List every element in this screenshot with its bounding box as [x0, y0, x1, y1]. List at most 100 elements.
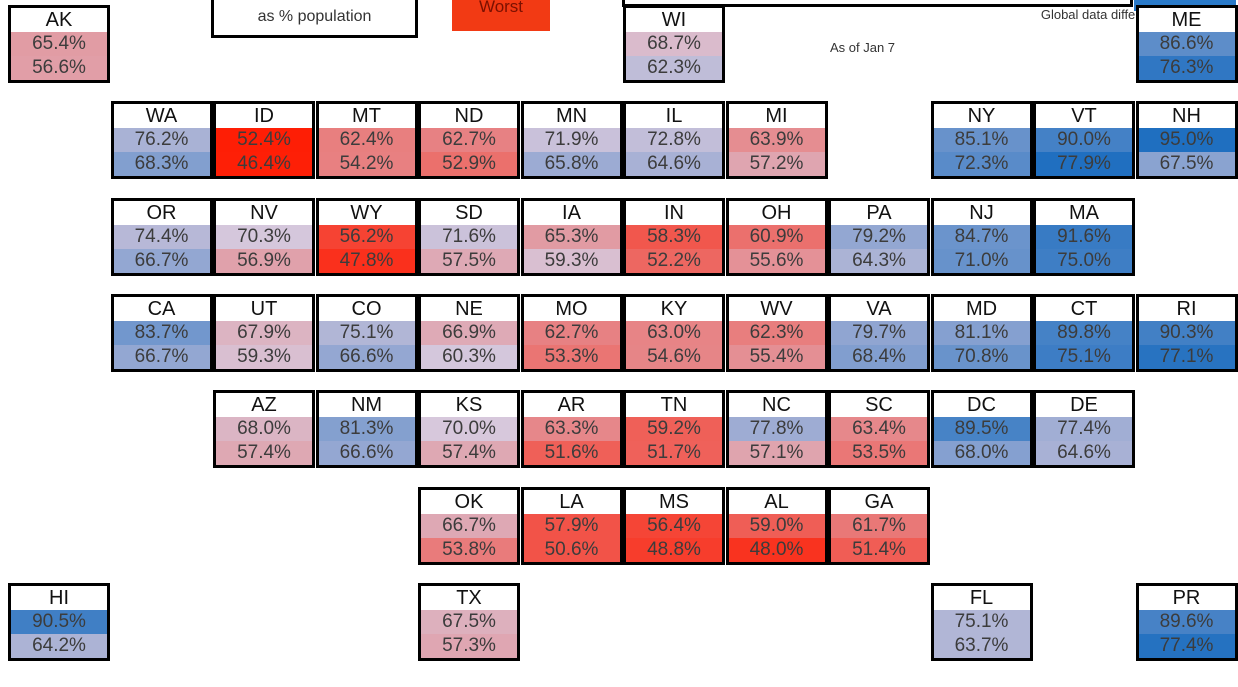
- value-1-cell: 79.2%: [828, 224, 930, 249]
- value-1-cell: 68.0%: [213, 417, 315, 442]
- legend-worst-swatch: Worst: [452, 0, 550, 31]
- state-label: MA: [1033, 197, 1135, 225]
- state-tile-md: MD 81.1% 70.8%: [930, 293, 1033, 372]
- value-2-cell: 59.3%: [520, 248, 623, 276]
- state-tile-ny: NY 85.1% 72.3%: [930, 101, 1033, 180]
- value-1-cell: 81.3%: [315, 417, 418, 442]
- value-2-cell: 57.4%: [418, 441, 520, 469]
- state-tile-ia: IA 65.3% 59.3%: [520, 197, 623, 276]
- subtitle: as % population: [257, 8, 372, 25]
- value-1-cell: 70.3%: [213, 224, 315, 249]
- value-2-cell: 51.4%: [828, 537, 930, 565]
- state-label: FL: [930, 582, 1033, 610]
- state-label: SC: [828, 390, 930, 418]
- state-label: OH: [725, 197, 828, 225]
- value-2-cell: 77.9%: [1033, 152, 1135, 180]
- state-label: NE: [418, 293, 520, 321]
- value-1-cell: 63.3%: [520, 417, 623, 442]
- value-2-cell: 46.4%: [213, 152, 315, 180]
- value-2-cell: 66.7%: [110, 344, 213, 372]
- value-2-cell: 50.6%: [520, 537, 623, 565]
- state-tile-nd: ND 62.7% 52.9%: [418, 101, 520, 180]
- state-tile-mi: MI 63.9% 57.2%: [725, 101, 828, 180]
- state-label: OK: [418, 486, 520, 514]
- state-tile-wa: WA 76.2% 68.3%: [110, 101, 213, 180]
- state-tile-tx: TX 67.5% 57.3%: [418, 582, 520, 661]
- state-tile-nj: NJ 84.7% 71.0%: [930, 197, 1033, 276]
- value-2-cell: 57.1%: [725, 441, 828, 469]
- state-label: WI: [623, 5, 725, 32]
- value-2-cell: 57.2%: [725, 152, 828, 180]
- value-2-cell: 48.0%: [725, 537, 828, 565]
- value-1-cell: 66.9%: [418, 320, 520, 345]
- state-tile-or: OR 74.4% 66.7%: [110, 197, 213, 276]
- state-label: GA: [828, 486, 930, 514]
- state-label: TN: [623, 390, 725, 418]
- state-label: AK: [8, 5, 110, 32]
- state-tile-ms: MS 56.4% 48.8%: [623, 486, 725, 565]
- value-1-cell: 56.2%: [315, 224, 418, 249]
- value-2-cell: 70.8%: [930, 344, 1033, 372]
- state-tile-de: DE 77.4% 64.6%: [1033, 390, 1135, 469]
- state-label: AZ: [213, 390, 315, 418]
- state-label: CT: [1033, 293, 1135, 321]
- value-2-cell: 66.7%: [110, 248, 213, 276]
- state-tile-sc: SC 63.4% 53.5%: [828, 390, 930, 469]
- value-2-cell: 57.5%: [418, 248, 520, 276]
- value-2-cell: 57.3%: [418, 633, 520, 661]
- value-2-cell: 54.2%: [315, 152, 418, 180]
- state-label: IL: [623, 101, 725, 129]
- value-1-cell: 66.7%: [418, 513, 520, 538]
- value-1-cell: 58.3%: [623, 224, 725, 249]
- value-2-cell: 76.3%: [1135, 56, 1238, 83]
- state-tile-ma: MA 91.6% 75.0%: [1033, 197, 1135, 276]
- state-tile-co: CO 75.1% 66.6%: [315, 293, 418, 372]
- value-1-cell: 74.4%: [110, 224, 213, 249]
- state-tile-hi: HI 90.5% 64.2%: [8, 582, 110, 661]
- value-2-cell: 56.9%: [213, 248, 315, 276]
- value-2-cell: 75.1%: [1033, 344, 1135, 372]
- state-tile-ak: AK 65.4% 56.6%: [8, 5, 110, 83]
- state-label: MI: [725, 101, 828, 129]
- state-label: IA: [520, 197, 623, 225]
- state-label: VA: [828, 293, 930, 321]
- value-2-cell: 62.3%: [623, 56, 725, 83]
- value-1-cell: 60.9%: [725, 224, 828, 249]
- value-1-cell: 65.3%: [520, 224, 623, 249]
- state-tile-nm: NM 81.3% 66.6%: [315, 390, 418, 469]
- value-2-cell: 66.6%: [315, 441, 418, 469]
- state-tile-ga: GA 61.7% 51.4%: [828, 486, 930, 565]
- state-tile-wv: WV 62.3% 55.4%: [725, 293, 828, 372]
- value-1-cell: 79.7%: [828, 320, 930, 345]
- value-1-cell: 91.6%: [1033, 224, 1135, 249]
- state-tile-oh: OH 60.9% 55.6%: [725, 197, 828, 276]
- value-2-cell: 55.6%: [725, 248, 828, 276]
- state-label: WV: [725, 293, 828, 321]
- state-tile-nh: NH 95.0% 67.5%: [1135, 101, 1238, 180]
- state-label: AR: [520, 390, 623, 418]
- value-1-cell: 63.0%: [623, 320, 725, 345]
- value-1-cell: 75.1%: [315, 320, 418, 345]
- state-label: NV: [213, 197, 315, 225]
- state-tile-nc: NC 77.8% 57.1%: [725, 390, 828, 469]
- value-1-cell: 62.4%: [315, 128, 418, 153]
- state-tile-ne: NE 66.9% 60.3%: [418, 293, 520, 372]
- state-tile-dc: DC 89.5% 68.0%: [930, 390, 1033, 469]
- state-tile-mt: MT 62.4% 54.2%: [315, 101, 418, 180]
- value-2-cell: 53.3%: [520, 344, 623, 372]
- value-2-cell: 60.3%: [418, 344, 520, 372]
- value-2-cell: 68.3%: [110, 152, 213, 180]
- state-tile-ri: RI 90.3% 77.1%: [1135, 293, 1238, 372]
- value-1-cell: 62.7%: [418, 128, 520, 153]
- state-label: HI: [8, 582, 110, 610]
- value-2-cell: 51.6%: [520, 441, 623, 469]
- state-label: KS: [418, 390, 520, 418]
- value-2-cell: 57.4%: [213, 441, 315, 469]
- value-2-cell: 77.4%: [1135, 633, 1238, 661]
- state-tile-la: LA 57.9% 50.6%: [520, 486, 623, 565]
- value-2-cell: 64.3%: [828, 248, 930, 276]
- state-label: KY: [623, 293, 725, 321]
- state-label: RI: [1135, 293, 1238, 321]
- legend-worst-label: Worst: [478, 0, 524, 16]
- value-2-cell: 66.6%: [315, 344, 418, 372]
